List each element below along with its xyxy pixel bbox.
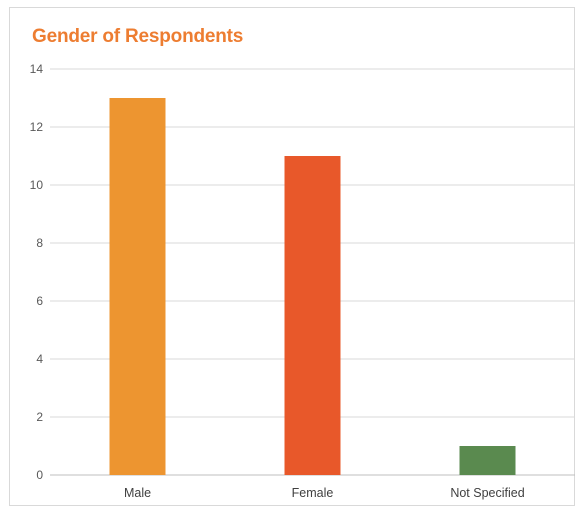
bar-not-specified <box>459 446 516 475</box>
y-tick-label: 0 <box>36 468 43 482</box>
bar-female <box>284 156 341 475</box>
bar-male <box>109 98 166 475</box>
chart-title: Gender of Respondents <box>32 26 244 47</box>
y-tick-label: 14 <box>30 62 44 76</box>
x-category-label: Male <box>124 486 151 500</box>
y-tick-label: 8 <box>36 236 43 250</box>
y-tick-label: 2 <box>36 410 43 424</box>
x-axis-category-labels: Male Female Not Specified <box>124 486 525 500</box>
x-category-label: Female <box>292 486 334 500</box>
y-tick-label: 10 <box>30 178 44 192</box>
y-tick-label: 6 <box>36 294 43 308</box>
x-category-label: Not Specified <box>450 486 524 500</box>
y-tick-label: 12 <box>30 120 44 134</box>
y-axis-tick-labels: 0 2 4 6 8 10 12 14 <box>30 62 44 482</box>
bars <box>109 98 516 475</box>
y-tick-label: 4 <box>36 352 43 366</box>
